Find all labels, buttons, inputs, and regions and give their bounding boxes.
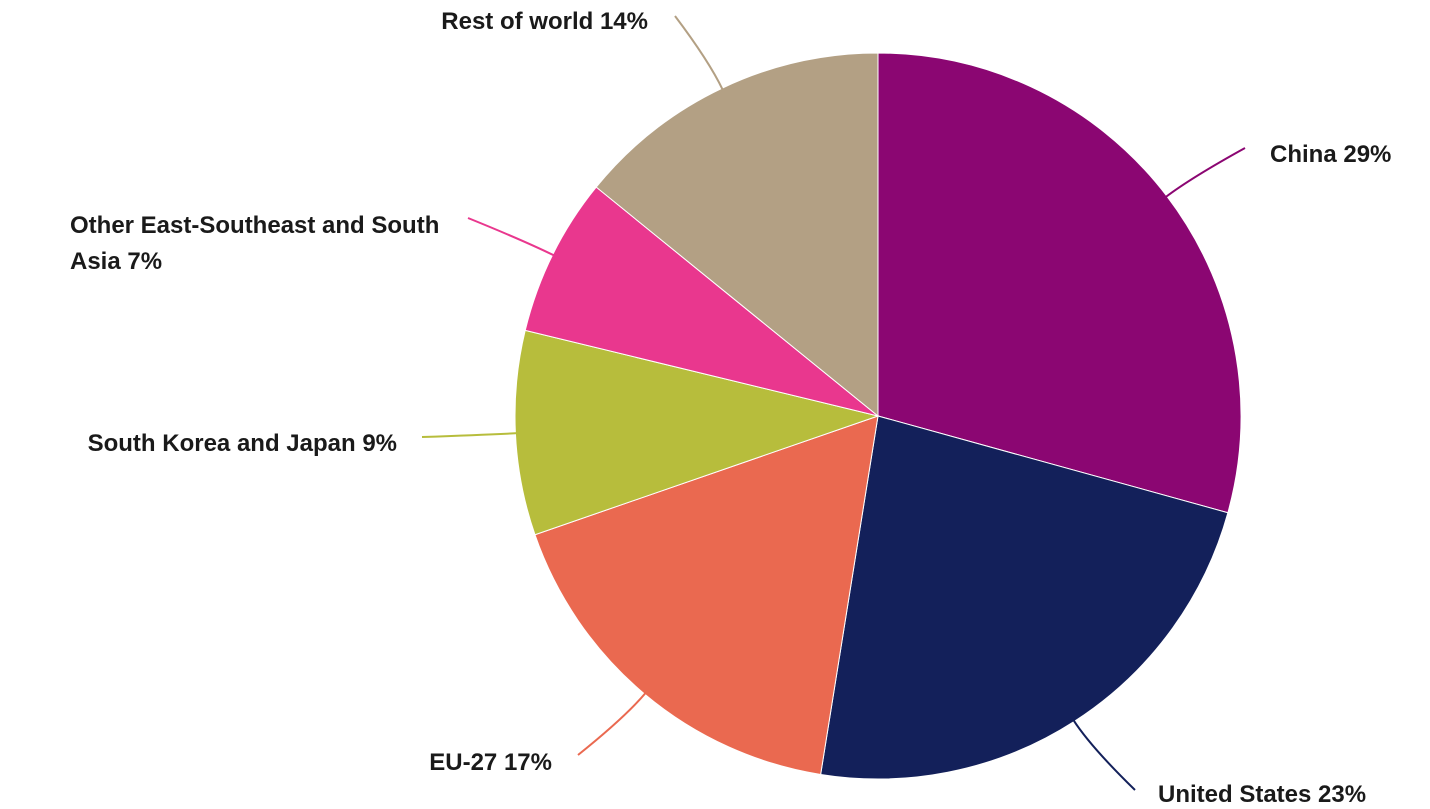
slice-value: 7% bbox=[127, 248, 163, 275]
slice-name: South Korea and Japan bbox=[87, 430, 356, 457]
slice-value: 23% bbox=[1318, 781, 1367, 808]
leader-line bbox=[577, 691, 647, 756]
leader-line bbox=[1164, 147, 1246, 199]
slice-name: Other East-Southeast and South Asia bbox=[70, 212, 440, 275]
slice-label: China 29% bbox=[1270, 137, 1391, 173]
slice-name: EU-27 bbox=[429, 749, 498, 776]
slice-label: United States 23% bbox=[1158, 777, 1366, 809]
slice-name: China bbox=[1270, 141, 1337, 168]
slice-label: Rest of world 14% bbox=[441, 4, 648, 40]
leader-line bbox=[674, 15, 724, 91]
leader-line bbox=[467, 217, 555, 257]
slice-name: United States bbox=[1158, 781, 1312, 808]
slice-name: Rest of world bbox=[441, 8, 594, 35]
leader-line bbox=[1072, 719, 1136, 791]
slice-value: 29% bbox=[1343, 141, 1392, 168]
slice-label: EU-27 17% bbox=[429, 745, 552, 781]
slice-label: South Korea and Japan 9% bbox=[88, 426, 397, 462]
leader-line bbox=[421, 432, 518, 438]
slice-value: 14% bbox=[599, 8, 648, 35]
slice-value: 9% bbox=[362, 430, 397, 457]
slice-label: Other East-Southeast and South Asia 7% bbox=[70, 208, 450, 280]
slice-value: 17% bbox=[503, 749, 552, 776]
